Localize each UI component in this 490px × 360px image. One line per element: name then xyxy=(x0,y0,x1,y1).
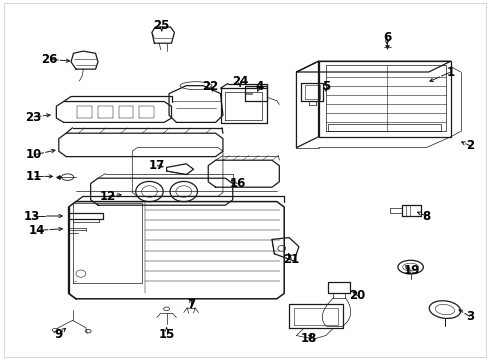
Text: 4: 4 xyxy=(256,80,264,93)
Text: 15: 15 xyxy=(158,328,175,341)
Text: 16: 16 xyxy=(229,177,246,190)
Text: 9: 9 xyxy=(55,328,63,341)
Text: 5: 5 xyxy=(322,80,330,93)
Text: 12: 12 xyxy=(99,190,116,203)
Text: 2: 2 xyxy=(466,139,474,152)
Text: 6: 6 xyxy=(383,31,391,44)
Text: 8: 8 xyxy=(422,210,430,222)
Text: 10: 10 xyxy=(26,148,43,161)
Text: 22: 22 xyxy=(202,80,219,93)
Text: 7: 7 xyxy=(187,298,195,311)
Text: 20: 20 xyxy=(349,289,366,302)
Text: 25: 25 xyxy=(153,19,170,32)
Text: 3: 3 xyxy=(466,310,474,323)
Text: 17: 17 xyxy=(148,159,165,172)
Text: 14: 14 xyxy=(28,224,45,237)
Text: 21: 21 xyxy=(283,253,300,266)
Text: 23: 23 xyxy=(25,111,42,123)
Text: 11: 11 xyxy=(26,170,43,183)
Text: 1: 1 xyxy=(447,66,455,78)
Text: 18: 18 xyxy=(300,332,317,345)
Text: 13: 13 xyxy=(24,210,40,222)
Text: 24: 24 xyxy=(232,75,248,87)
Text: 19: 19 xyxy=(403,264,420,277)
Text: 26: 26 xyxy=(41,53,57,66)
